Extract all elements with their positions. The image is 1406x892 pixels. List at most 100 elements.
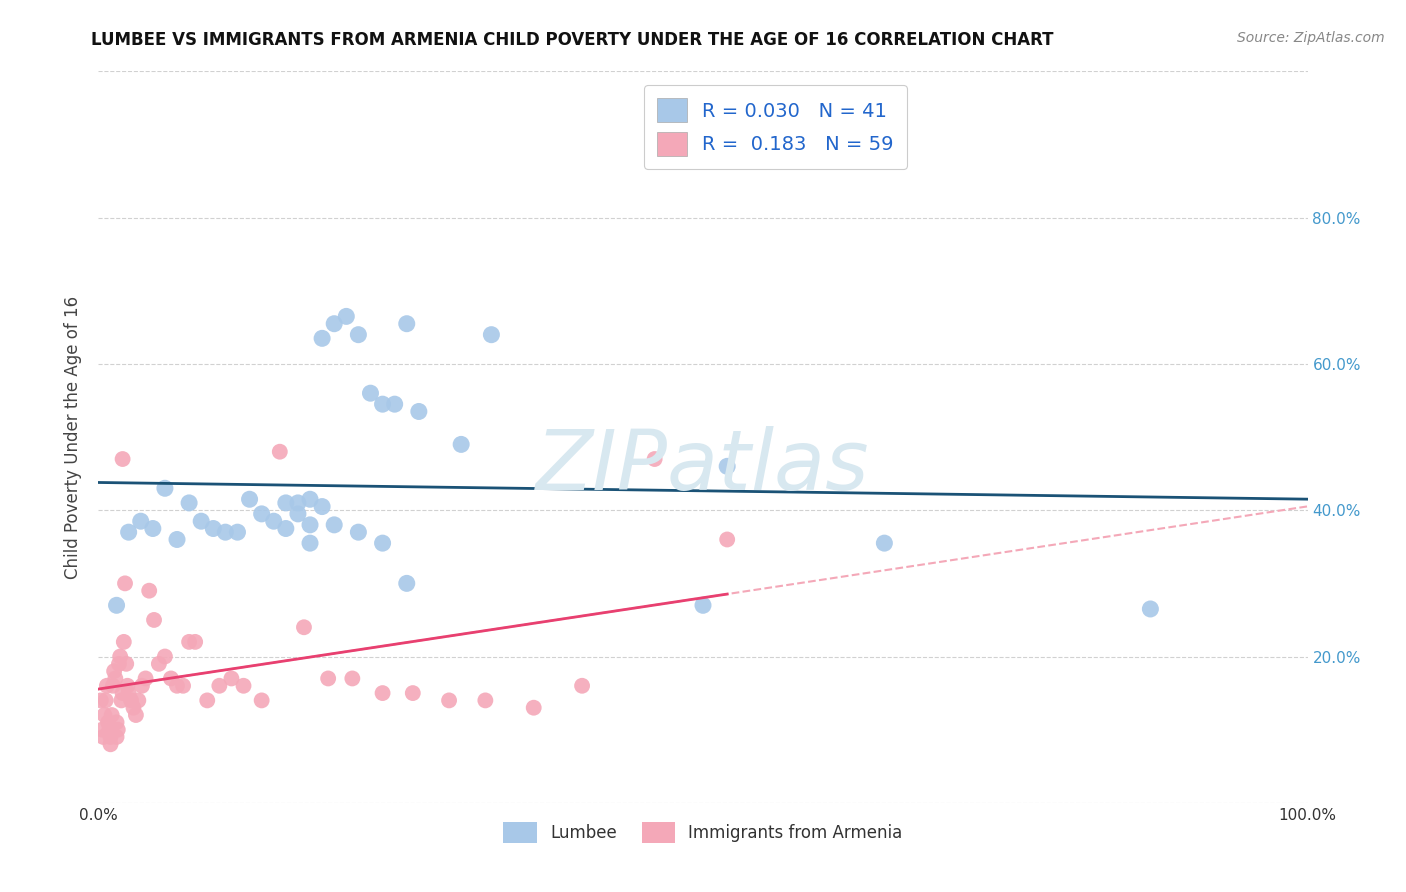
Point bbox=[481, 327, 503, 342]
Point bbox=[311, 500, 333, 514]
Point bbox=[287, 496, 309, 510]
Point bbox=[105, 730, 128, 744]
Point bbox=[250, 693, 273, 707]
Point bbox=[269, 444, 291, 458]
Point bbox=[111, 686, 134, 700]
Point bbox=[114, 576, 136, 591]
Point bbox=[292, 620, 315, 634]
Point bbox=[101, 679, 124, 693]
Point bbox=[360, 386, 382, 401]
Point bbox=[347, 525, 370, 540]
Point bbox=[335, 310, 357, 324]
Point bbox=[1139, 602, 1161, 616]
Point bbox=[299, 517, 322, 532]
Point bbox=[474, 693, 496, 707]
Point bbox=[402, 686, 425, 700]
Point bbox=[166, 533, 188, 547]
Text: ZIPatlas: ZIPatlas bbox=[536, 425, 870, 507]
Point bbox=[208, 679, 231, 693]
Point bbox=[299, 536, 322, 550]
Point bbox=[118, 525, 141, 540]
Point bbox=[94, 693, 117, 707]
Point bbox=[98, 723, 121, 737]
Point bbox=[103, 664, 125, 678]
Point bbox=[179, 496, 201, 510]
Point bbox=[311, 331, 333, 345]
Point bbox=[371, 536, 394, 550]
Point bbox=[263, 514, 285, 528]
Point bbox=[371, 397, 394, 411]
Point bbox=[100, 730, 122, 744]
Point bbox=[153, 481, 176, 495]
Point bbox=[138, 583, 160, 598]
Point bbox=[135, 672, 157, 686]
Point bbox=[172, 679, 194, 693]
Point bbox=[342, 672, 364, 686]
Point bbox=[118, 686, 141, 700]
Legend: Lumbee, Immigrants from Armenia: Lumbee, Immigrants from Armenia bbox=[496, 815, 910, 849]
Point bbox=[184, 635, 207, 649]
Point bbox=[100, 737, 122, 751]
Point bbox=[239, 492, 262, 507]
Point bbox=[129, 514, 152, 528]
Point bbox=[142, 521, 165, 535]
Point bbox=[104, 672, 127, 686]
Text: Source: ZipAtlas.com: Source: ZipAtlas.com bbox=[1237, 31, 1385, 45]
Point bbox=[299, 492, 322, 507]
Point bbox=[384, 397, 406, 411]
Point bbox=[274, 521, 297, 535]
Point bbox=[148, 657, 170, 671]
Point bbox=[250, 507, 273, 521]
Point bbox=[190, 514, 212, 528]
Point bbox=[202, 521, 225, 535]
Point bbox=[408, 404, 430, 418]
Point bbox=[153, 649, 176, 664]
Point bbox=[873, 536, 896, 550]
Point bbox=[221, 672, 243, 686]
Point bbox=[108, 649, 131, 664]
Point bbox=[105, 599, 128, 613]
Point bbox=[232, 679, 254, 693]
Point bbox=[131, 679, 153, 693]
Point bbox=[316, 672, 339, 686]
Point bbox=[107, 723, 129, 737]
Point bbox=[287, 507, 309, 521]
Point bbox=[117, 679, 139, 693]
Point bbox=[111, 452, 134, 467]
Point bbox=[93, 708, 115, 723]
Y-axis label: Child Poverty Under the Age of 16: Child Poverty Under the Age of 16 bbox=[65, 295, 83, 579]
Point bbox=[644, 452, 666, 467]
Point bbox=[120, 693, 142, 707]
Point bbox=[179, 635, 201, 649]
Point bbox=[692, 599, 714, 613]
Point bbox=[166, 679, 188, 693]
Point bbox=[96, 679, 118, 693]
Point bbox=[91, 723, 114, 737]
Point bbox=[122, 700, 145, 714]
Point bbox=[395, 576, 418, 591]
Point bbox=[437, 693, 460, 707]
Point bbox=[115, 657, 138, 671]
Point bbox=[450, 437, 472, 451]
Point bbox=[716, 459, 738, 474]
Point bbox=[214, 525, 236, 540]
Point bbox=[274, 496, 297, 510]
Point bbox=[91, 730, 114, 744]
Text: LUMBEE VS IMMIGRANTS FROM ARMENIA CHILD POVERTY UNDER THE AGE OF 16 CORRELATION : LUMBEE VS IMMIGRANTS FROM ARMENIA CHILD … bbox=[91, 31, 1055, 49]
Point bbox=[97, 715, 120, 730]
Point bbox=[108, 657, 131, 671]
Point bbox=[105, 715, 128, 730]
Point bbox=[571, 679, 593, 693]
Point bbox=[226, 525, 249, 540]
Point bbox=[100, 708, 122, 723]
Point bbox=[160, 672, 183, 686]
Point bbox=[323, 317, 346, 331]
Point bbox=[90, 693, 112, 707]
Point bbox=[716, 533, 738, 547]
Point bbox=[523, 700, 546, 714]
Point bbox=[323, 517, 346, 532]
Point bbox=[143, 613, 166, 627]
Point bbox=[195, 693, 218, 707]
Point bbox=[127, 693, 149, 707]
Point bbox=[371, 686, 394, 700]
